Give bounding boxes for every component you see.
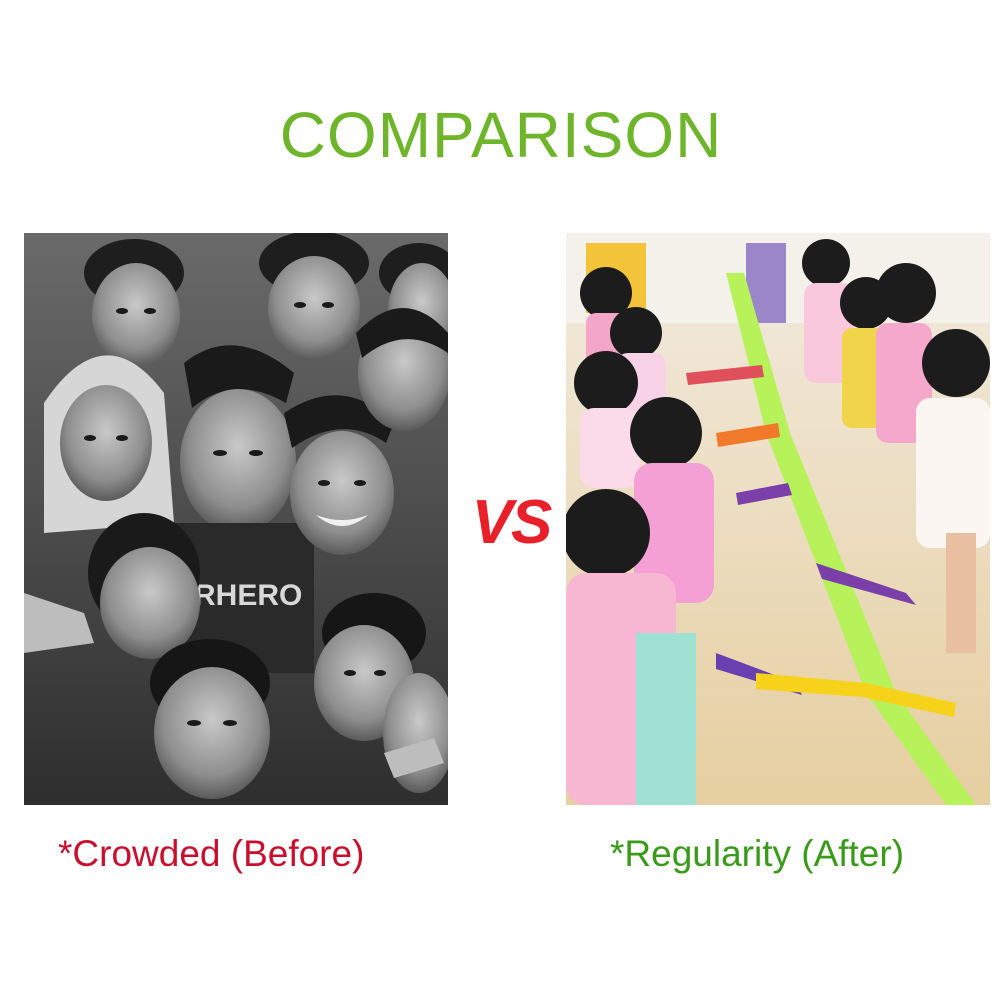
caption-before: *Crowded (Before) — [58, 833, 365, 874]
vs-label: VS — [471, 488, 553, 557]
comparison-title: COMPARISON — [279, 99, 723, 171]
svg-text:RHERO: RHERO — [194, 579, 302, 612]
regularity-after-photo — [566, 233, 990, 805]
crowded-before-photo: RHERO — [24, 233, 448, 805]
caption-after: *Regularity (After) — [610, 833, 905, 874]
